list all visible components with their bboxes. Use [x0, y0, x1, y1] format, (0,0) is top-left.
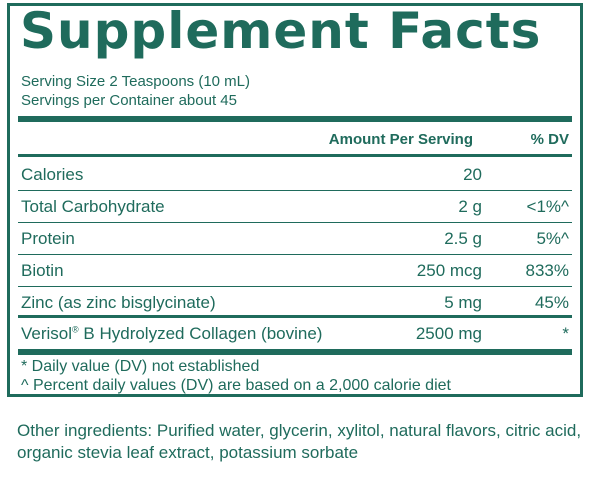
- nutrient-amount: 2 g: [458, 197, 482, 216]
- nutrient-name: Biotin: [21, 261, 64, 280]
- table-row: Calories 20: [18, 159, 572, 190]
- nutrient-dv: 833%: [525, 261, 569, 280]
- thick-divider: [18, 116, 572, 122]
- footnote-percent-daily-values: ^ Percent daily values (DV) are based on…: [21, 377, 451, 394]
- row-divider: [18, 222, 572, 223]
- servings-per-container: Servings per Container about 45: [21, 92, 237, 109]
- nutrient-dv: 45%: [534, 293, 569, 312]
- collagen-name: Verisol® B Hydrolyzed Collagen (bovine): [21, 324, 322, 344]
- nutrient-amount: 2.5 g: [444, 229, 482, 248]
- collagen-dv: *: [562, 324, 569, 343]
- nutrient-name: Calories: [21, 165, 84, 184]
- supplement-facts-panel: Supplement Facts Serving Size 2 Teaspoon…: [7, 2, 583, 397]
- nutrient-amount: 5 mg: [444, 293, 482, 312]
- other-ingredients-line-1: Other ingredients: Purified water, glyce…: [17, 421, 582, 440]
- table-row: Biotin 250 mcg 833%: [18, 255, 572, 286]
- nutrient-amount: 20: [463, 165, 482, 184]
- nutrient-amount: 250 mcg: [416, 261, 482, 280]
- nutrient-name: Zinc (as zinc bisglycinate): [21, 293, 216, 312]
- nutrient-dv: <1%^: [526, 197, 569, 216]
- thick-divider: [18, 349, 572, 355]
- row-divider: [18, 190, 572, 191]
- nutrient-dv: 5%^: [536, 229, 569, 248]
- panel-title: Supplement Facts: [20, 2, 542, 60]
- collagen-name-prefix: Verisol: [21, 324, 73, 343]
- serving-size: Serving Size 2 Teaspoons (10 mL): [21, 73, 251, 90]
- row-divider: [18, 254, 572, 255]
- header-divider: [18, 154, 572, 157]
- table-row: Protein 2.5 g 5%^: [18, 223, 572, 254]
- registered-mark: ®: [72, 324, 79, 335]
- collagen-name-suffix: B Hydrolyzed Collagen (bovine): [78, 324, 323, 343]
- dv-header: % DV: [530, 131, 569, 148]
- collagen-amount: 2500 mg: [415, 324, 482, 343]
- nutrient-name: Total Carbohydrate: [21, 197, 165, 216]
- nutrient-name: Protein: [21, 229, 75, 248]
- footnote-dv-not-established: * Daily value (DV) not established: [21, 358, 260, 375]
- table-row: Verisol® B Hydrolyzed Collagen (bovine) …: [18, 318, 572, 349]
- amount-per-serving-header: Amount Per Serving: [328, 131, 473, 148]
- row-divider: [18, 286, 572, 287]
- section-divider: [18, 315, 572, 318]
- other-ingredients-line-2: organic stevia leaf extract, potassium s…: [17, 443, 359, 462]
- table-row: Total Carbohydrate 2 g <1%^: [18, 191, 572, 222]
- table-row: Zinc (as zinc bisglycinate) 5 mg 45%: [18, 287, 572, 318]
